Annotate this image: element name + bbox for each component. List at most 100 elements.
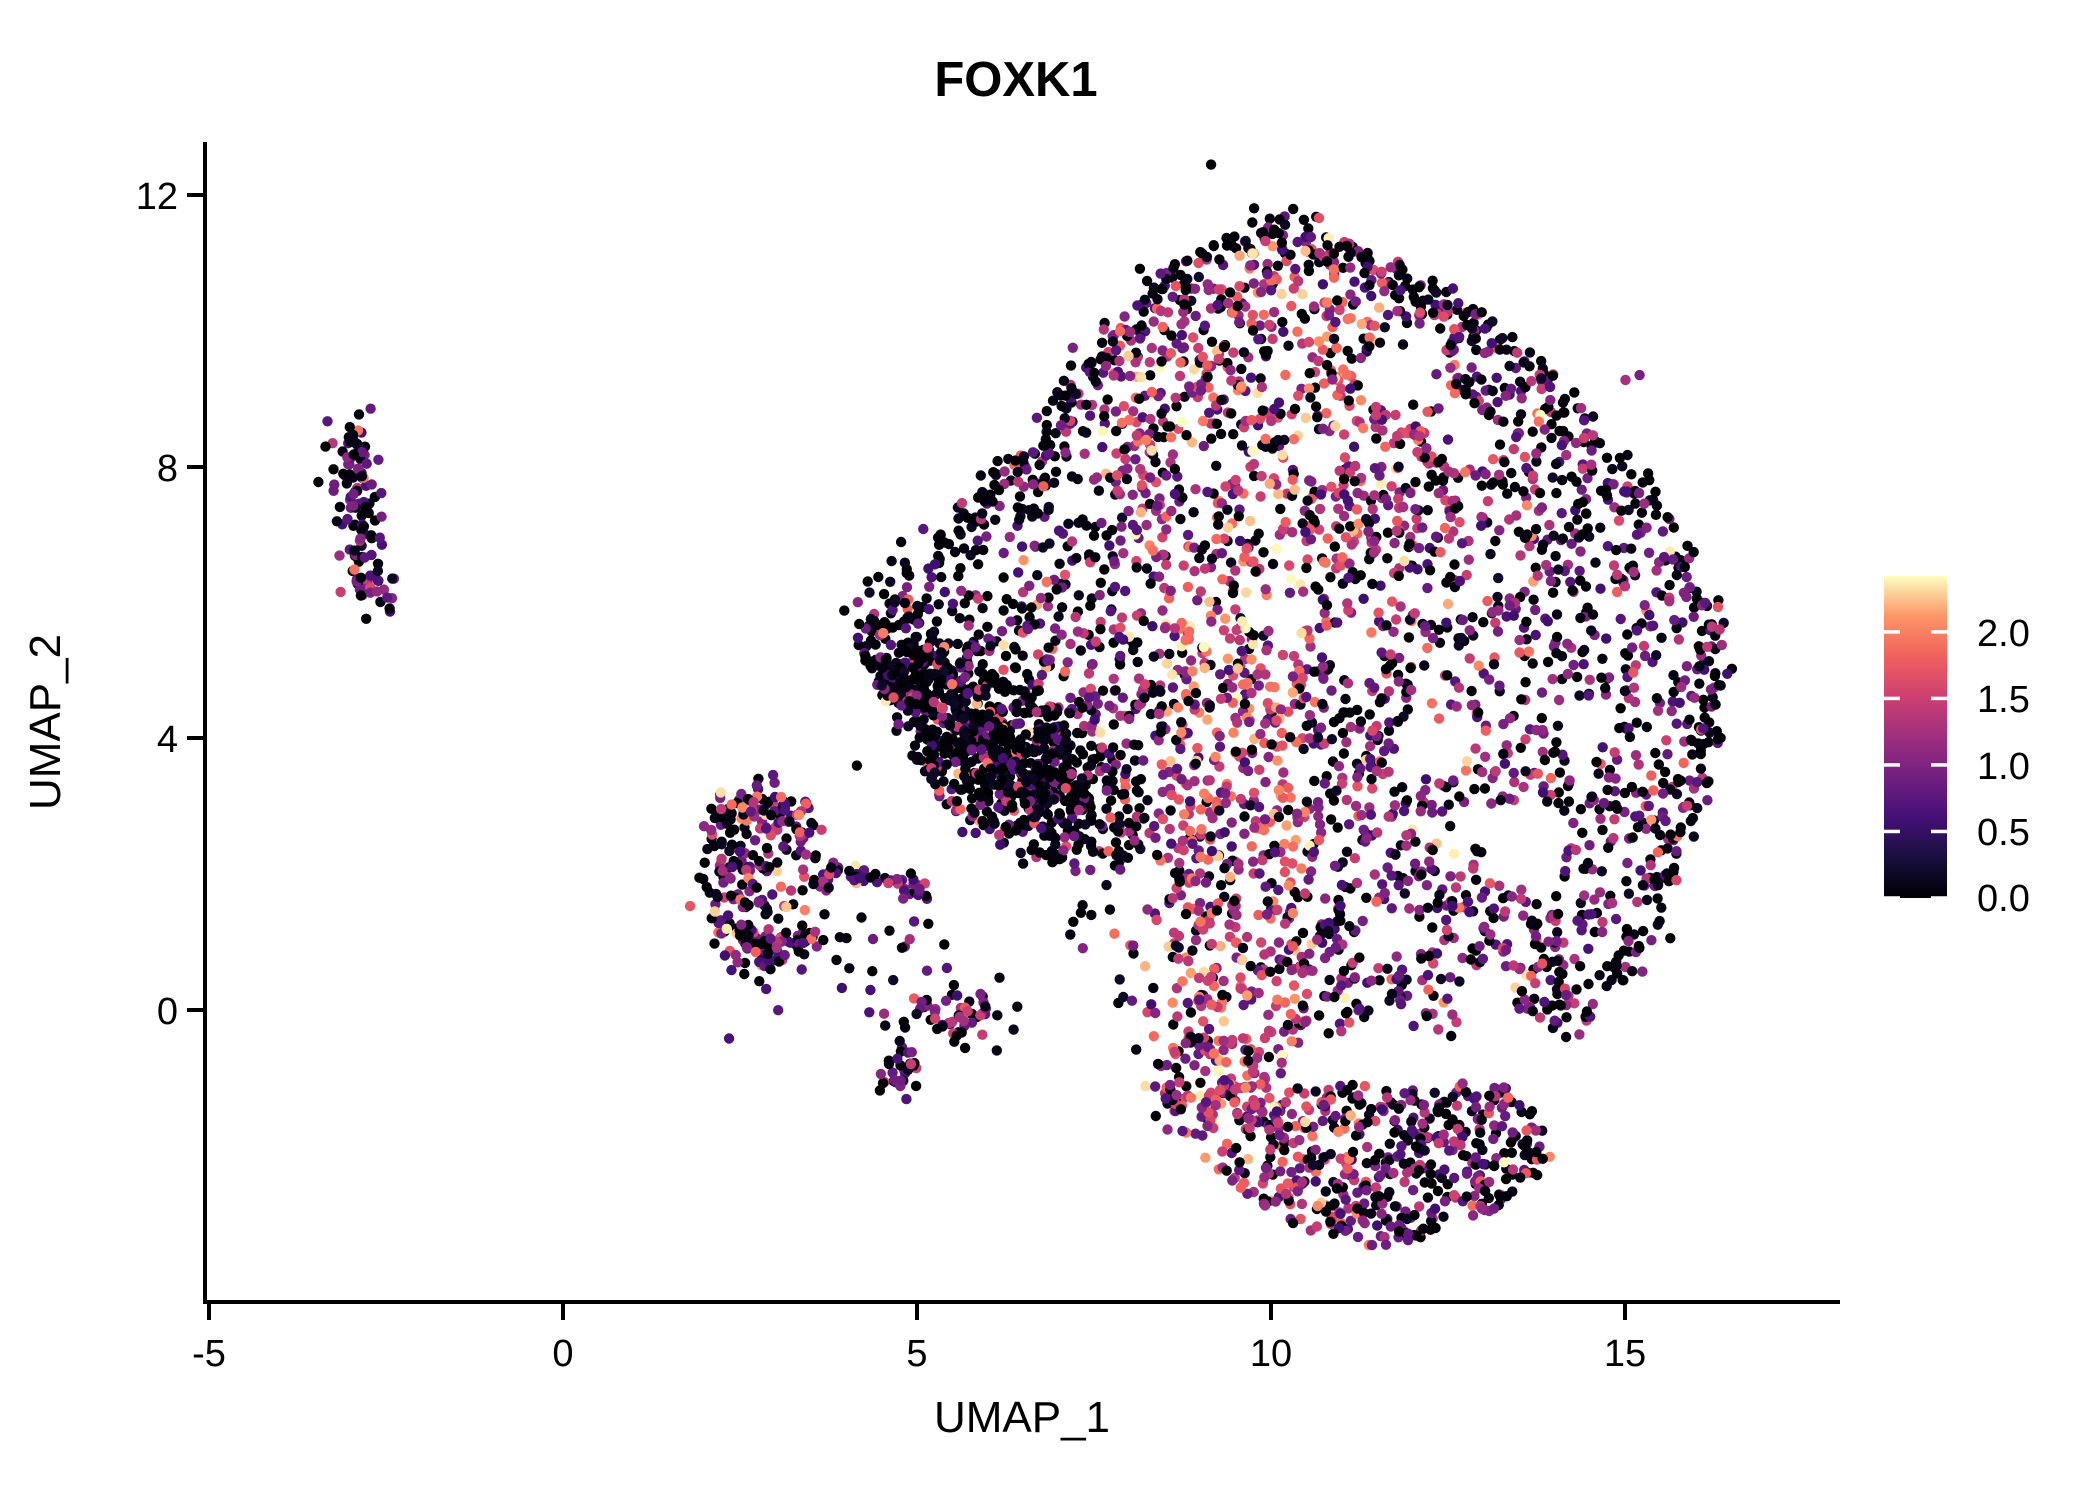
data-point <box>1454 791 1465 802</box>
data-point <box>1097 441 1108 453</box>
data-point <box>1679 561 1691 573</box>
data-point <box>1305 866 1317 877</box>
data-point <box>353 409 365 420</box>
data-point <box>1153 571 1165 582</box>
data-point <box>1260 1162 1272 1174</box>
data-point <box>1600 682 1611 694</box>
data-point <box>1495 795 1506 806</box>
data-point <box>1296 863 1307 874</box>
data-point <box>1441 914 1452 926</box>
data-point <box>1681 661 1693 672</box>
data-point <box>1445 820 1456 832</box>
data-point <box>1392 305 1403 317</box>
data-point <box>1478 617 1489 628</box>
data-point <box>1214 254 1225 265</box>
data-point <box>1184 796 1196 807</box>
data-point <box>941 962 953 974</box>
data-point <box>884 925 895 936</box>
data-point <box>1641 721 1653 733</box>
data-point <box>1595 583 1606 594</box>
data-point <box>1401 830 1412 841</box>
data-point <box>1544 519 1555 531</box>
data-point <box>1476 480 1488 491</box>
data-point <box>911 690 922 701</box>
data-point <box>1275 503 1286 515</box>
data-point <box>1477 1158 1489 1170</box>
data-point <box>1214 1084 1226 1096</box>
data-point <box>1073 590 1085 601</box>
data-point <box>1307 1131 1318 1142</box>
data-point <box>1335 900 1346 911</box>
data-point <box>1516 393 1527 404</box>
data-point <box>1536 712 1548 724</box>
data-point <box>1530 931 1542 942</box>
data-point <box>1691 776 1703 788</box>
data-point <box>1085 864 1096 876</box>
data-point <box>1155 727 1167 738</box>
data-point <box>1206 433 1217 444</box>
data-point <box>1165 348 1177 359</box>
data-point <box>1703 656 1715 667</box>
data-point <box>1370 401 1382 413</box>
data-point <box>1498 1082 1509 1093</box>
data-point <box>1441 617 1452 628</box>
data-point <box>1305 641 1316 652</box>
data-point <box>1560 865 1571 877</box>
data-point <box>1390 849 1401 860</box>
data-point <box>1021 464 1032 475</box>
data-point <box>1102 394 1113 405</box>
data-point <box>1292 1083 1303 1094</box>
data-point <box>1085 802 1096 813</box>
data-point <box>1255 286 1267 298</box>
data-point <box>749 835 761 846</box>
data-point <box>1195 804 1207 815</box>
data-point <box>1439 1164 1450 1175</box>
data-point <box>1346 353 1357 364</box>
data-point <box>1145 413 1156 425</box>
data-point <box>1350 800 1362 812</box>
data-point <box>1443 466 1454 477</box>
data-point <box>1304 475 1315 486</box>
data-point <box>1515 742 1527 753</box>
data-point <box>1013 476 1024 487</box>
data-point <box>1212 604 1223 615</box>
data-point <box>1086 740 1097 751</box>
data-point <box>1270 1196 1281 1207</box>
data-point <box>1197 924 1209 935</box>
data-point <box>1263 751 1274 763</box>
data-point <box>348 488 359 500</box>
data-point <box>1304 368 1315 379</box>
data-point <box>761 842 773 854</box>
data-point <box>1287 1217 1299 1229</box>
data-point <box>1345 289 1356 300</box>
data-point <box>1171 734 1182 746</box>
data-point <box>912 618 924 629</box>
data-point <box>1068 794 1080 805</box>
data-point <box>937 710 948 722</box>
data-point <box>1304 948 1315 959</box>
data-point <box>1126 995 1138 1006</box>
data-point <box>1361 832 1373 843</box>
data-point <box>1256 470 1267 482</box>
data-point <box>1244 716 1255 728</box>
data-point <box>963 620 974 631</box>
data-point <box>717 865 728 876</box>
data-point <box>1427 922 1438 933</box>
data-point <box>1229 895 1240 907</box>
data-point <box>1628 566 1639 578</box>
data-point <box>1081 399 1092 410</box>
data-point <box>998 664 1009 675</box>
data-point <box>1187 666 1198 677</box>
data-point <box>1039 472 1051 483</box>
data-point <box>1262 698 1274 709</box>
data-point <box>978 544 989 556</box>
data-point <box>1322 533 1333 544</box>
data-point <box>1200 877 1212 888</box>
data-point <box>1353 518 1364 529</box>
data-point <box>1119 311 1130 322</box>
data-point <box>1168 927 1180 938</box>
data-point <box>1456 538 1468 549</box>
data-point <box>1067 342 1079 353</box>
data-point <box>1017 587 1029 598</box>
